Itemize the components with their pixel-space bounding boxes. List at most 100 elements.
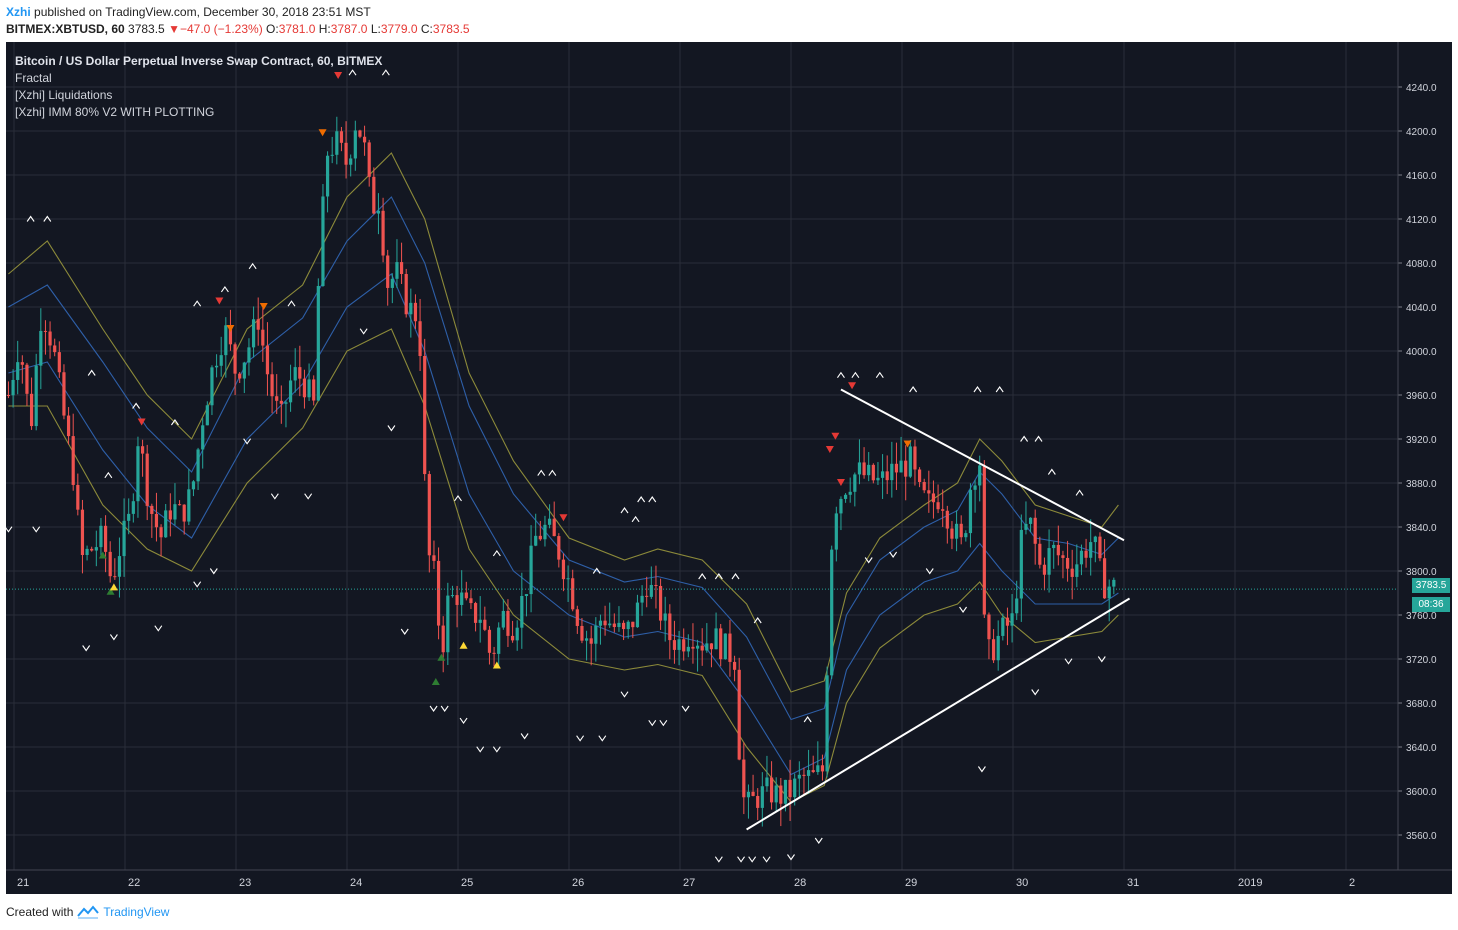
y-tick-label: 3920.0 — [1406, 435, 1437, 446]
candle-body — [34, 365, 38, 427]
legend-item-liquidations[interactable]: [Xzhi] Liquidations — [15, 88, 113, 102]
published-header: Xzhi published on TradingView.com, Decem… — [0, 0, 1458, 42]
candle-body — [520, 595, 524, 628]
candle-body — [645, 595, 649, 597]
candle-body — [843, 494, 848, 499]
candle-body — [1005, 617, 1010, 626]
candle-body — [705, 643, 709, 651]
candle-body — [737, 669, 741, 760]
candle-body — [173, 504, 177, 520]
y-tick-label: 4040.0 — [1406, 303, 1437, 314]
trendline — [840, 388, 1125, 542]
fractal-down-marker — [304, 493, 313, 500]
fractal-down-marker — [762, 856, 771, 863]
candle-body — [867, 464, 871, 476]
signal-down-triangle — [836, 479, 845, 486]
candle-body — [774, 785, 778, 803]
candle-body — [71, 436, 75, 485]
candle-body — [76, 484, 80, 510]
candle-body — [205, 405, 209, 426]
fractal-up-marker — [973, 386, 982, 393]
candle-body — [1015, 598, 1019, 614]
candle-body — [487, 629, 492, 653]
legend-item-fractal[interactable]: Fractal — [15, 71, 52, 85]
candle-body — [316, 285, 320, 401]
candle-body — [1056, 544, 1060, 556]
candle-body — [20, 362, 24, 365]
fractal-down-marker — [209, 568, 218, 575]
candle-body — [441, 625, 445, 653]
fractal-up-marker — [648, 496, 657, 503]
candle-body — [760, 786, 764, 808]
y-tick-label: 4080.0 — [1406, 259, 1437, 270]
y-tick-label: 4120.0 — [1406, 215, 1437, 226]
close-value: 3783.5 — [432, 22, 470, 36]
candle-body — [325, 155, 330, 197]
price-change: −47.0 (−1.23%) — [179, 22, 263, 36]
candle-body — [742, 759, 746, 798]
x-tick-label: 23 — [239, 877, 251, 889]
last-price-tag: 3783.5 — [1412, 578, 1450, 593]
candle-body — [917, 469, 922, 483]
symbol-info: BITMEX:XBTUSD, 60 3783.5 ▼−47.0 (−1.23%)… — [6, 22, 470, 36]
legend-item-imm[interactable]: [Xzhi] IMM 80% V2 WITH PLOTTING — [15, 105, 215, 119]
candle-body — [219, 355, 223, 366]
candle-body — [409, 302, 413, 315]
candle-body — [936, 502, 940, 510]
chart-legend: Bitcoin / US Dollar Perpetual Inverse Sw… — [15, 53, 382, 121]
candle-body — [1033, 517, 1037, 544]
candle-body — [825, 675, 829, 772]
candle-body — [261, 329, 265, 346]
signal-up-triangle — [431, 678, 440, 685]
candle-body — [797, 774, 801, 779]
fractal-down-marker — [400, 628, 409, 635]
candle-body — [103, 525, 108, 552]
fractal-up-marker — [1020, 435, 1029, 442]
candle-body — [228, 325, 233, 345]
candle-body — [728, 633, 732, 662]
candle-body — [418, 321, 422, 356]
candle-body — [312, 379, 316, 401]
candle-body — [663, 613, 667, 621]
x-tick-label: 30 — [1016, 877, 1028, 889]
fractal-up-marker — [909, 386, 918, 393]
candle-body — [436, 560, 441, 626]
candle-body — [1102, 558, 1107, 599]
candle-body — [862, 462, 866, 476]
author-link[interactable]: Xzhi — [6, 5, 31, 19]
signal-down-triangle — [226, 325, 235, 332]
fractal-up-marker — [220, 285, 229, 293]
fractal-down-marker — [737, 856, 746, 863]
x-tick-label: 22 — [128, 877, 140, 889]
candle-body — [404, 274, 408, 315]
candle-body — [1079, 550, 1084, 565]
fractal-down-marker — [864, 557, 873, 564]
candle-body — [654, 584, 658, 586]
candle-body — [779, 785, 783, 804]
fractal-up-marker — [731, 573, 740, 580]
candle-body — [191, 481, 196, 490]
candle-body — [1038, 543, 1042, 565]
candle-body — [413, 302, 418, 322]
fractal-up-marker — [537, 469, 546, 476]
price-chart[interactable]: 3560.0 3600.0 3640.0 3680.0 3720.0 3760.0 3800… — [6, 42, 1452, 894]
candle-body — [376, 210, 381, 214]
candle-body — [885, 471, 889, 481]
y-tick-label: 4000.0 — [1406, 347, 1437, 358]
fractal-down-marker — [82, 645, 91, 652]
candle-body — [608, 623, 612, 626]
signal-down-triangle — [334, 72, 343, 79]
signal-down-triangle — [903, 440, 912, 448]
candle-body — [293, 367, 297, 381]
candle-body — [11, 379, 15, 396]
candle-body — [275, 396, 279, 401]
tradingview-link[interactable]: TradingView — [103, 905, 170, 919]
candle-body — [1024, 523, 1028, 530]
candle-body — [399, 262, 404, 275]
candle-body — [561, 559, 566, 580]
candle-body — [941, 509, 945, 511]
fractal-down-marker — [492, 746, 501, 753]
fractal-up-marker — [492, 549, 501, 557]
open-label: O: — [266, 22, 279, 36]
candle-body — [455, 595, 459, 605]
